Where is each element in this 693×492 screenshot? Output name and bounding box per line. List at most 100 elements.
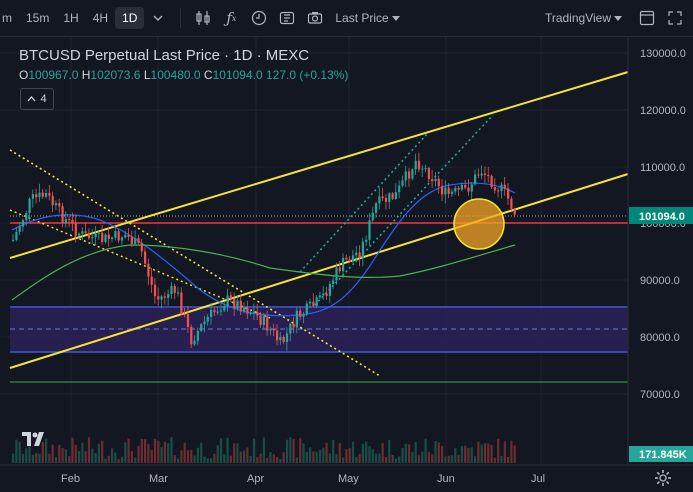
volume-bar	[51, 444, 54, 463]
volume-bar	[355, 457, 358, 463]
layout-window-icon[interactable]	[633, 4, 661, 32]
candle-body	[269, 328, 272, 331]
support-zone[interactable]	[10, 307, 628, 353]
volume-bar	[239, 451, 242, 463]
candle-body	[104, 234, 107, 243]
volume-bar	[21, 453, 25, 463]
timeframe-15m[interactable]: 15m	[26, 11, 50, 25]
candle-body	[318, 295, 322, 298]
high-value: 102073.6	[90, 68, 141, 82]
fullscreen-icon[interactable]	[661, 4, 689, 32]
highlight-circle[interactable]	[453, 198, 505, 250]
volume-bar	[87, 437, 91, 463]
descending-trendline[interactable]	[9, 149, 381, 377]
candle-body	[266, 316, 269, 331]
rising-channel-lower[interactable]	[314, 114, 494, 306]
moving-average-blue	[11, 182, 516, 317]
candle-body	[365, 239, 368, 242]
camera-icon[interactable]	[301, 4, 329, 32]
volume-bar	[348, 448, 351, 463]
candle-body	[460, 185, 463, 190]
volume-bar	[81, 442, 84, 463]
candle-body	[276, 330, 279, 341]
timeframe-dropdown-chevron-icon[interactable]	[144, 4, 172, 32]
change-value: 127.0 (+0.13%)	[266, 68, 349, 82]
candle-body	[186, 314, 190, 327]
candle-body	[150, 276, 153, 285]
candle-body	[183, 314, 186, 316]
volume-bar	[160, 446, 163, 463]
price-chart[interactable]: 130000.0 120000.0 110000.0 100000.0 9000…	[0, 37, 693, 490]
volume-bar	[35, 452, 38, 463]
candle-body	[216, 311, 219, 313]
volume-bar	[41, 441, 44, 463]
volume-bar	[18, 441, 21, 463]
layout-chevron-icon[interactable]	[611, 4, 625, 32]
price-type-chevron-icon[interactable]	[389, 4, 403, 32]
candle-body	[262, 316, 265, 325]
candle-body	[114, 231, 117, 238]
volume-bar	[173, 455, 176, 463]
volume-bar	[500, 456, 503, 463]
volume-bar	[137, 445, 140, 463]
candle-body	[355, 252, 358, 256]
candle-body	[120, 237, 124, 241]
candle-body	[130, 236, 133, 244]
volume-bar	[483, 443, 487, 463]
volume-bar	[441, 445, 444, 463]
candle-body	[157, 296, 160, 300]
symbol-title[interactable]: BTCUSD Perpetual Last Price · 1D · MEXC	[19, 47, 310, 64]
volume-bar	[272, 454, 275, 463]
tradingview-logo-icon[interactable]	[22, 432, 44, 451]
volume-bar	[282, 452, 285, 463]
timeframe-minutes[interactable]: m	[2, 11, 12, 25]
candles-icon[interactable]	[189, 4, 217, 32]
candle-body	[58, 203, 61, 207]
candle-body	[417, 160, 421, 170]
candle-body	[427, 167, 430, 180]
settings-gear-icon[interactable]	[654, 469, 672, 487]
volume-bar	[74, 444, 77, 463]
volume-bar	[114, 452, 117, 463]
candle-body	[490, 175, 493, 188]
candle-body	[38, 192, 41, 198]
timeframe-4h[interactable]: 4H	[92, 11, 109, 25]
volume-bar	[38, 453, 41, 463]
candle-body	[282, 336, 285, 342]
candle-body	[513, 208, 516, 215]
volume-bar	[295, 457, 298, 463]
volume-bar	[134, 457, 137, 463]
channel-lower-line[interactable]	[9, 173, 629, 369]
descending-trendline-2[interactable]	[9, 209, 271, 319]
volume-bar	[186, 450, 190, 463]
candle-body	[312, 301, 315, 306]
volume-bar	[289, 437, 292, 463]
candle-body	[398, 185, 401, 193]
volume-bar	[249, 455, 252, 463]
candle-body	[226, 295, 229, 307]
volume-bar	[493, 457, 496, 463]
volume-bar	[223, 454, 226, 463]
replay-icon[interactable]	[273, 4, 301, 32]
volume-bar	[25, 448, 28, 463]
timeframe-1d[interactable]: 1D	[115, 7, 145, 29]
volume-bar	[68, 456, 71, 463]
rising-channel-upper[interactable]	[299, 132, 429, 273]
volume-bar	[312, 451, 315, 463]
indicators-collapse-button[interactable]: 4	[20, 88, 54, 110]
layout-name[interactable]: TradingView	[544, 11, 611, 25]
channel-upper-line[interactable]	[9, 71, 629, 259]
volume-bar	[94, 453, 97, 463]
low-value: 100480.0	[150, 68, 201, 82]
candle-body	[84, 231, 87, 233]
timeframe-1h[interactable]: 1H	[63, 11, 79, 25]
volume-bar	[477, 441, 480, 463]
candle-body	[97, 232, 100, 234]
price-type-select[interactable]: Last Price	[335, 11, 389, 25]
candle-body	[18, 226, 21, 232]
time-tick-jul: Jul	[531, 473, 545, 485]
volume-bar	[183, 442, 186, 463]
alert-clock-icon[interactable]	[245, 4, 273, 32]
candle-body	[388, 193, 391, 202]
